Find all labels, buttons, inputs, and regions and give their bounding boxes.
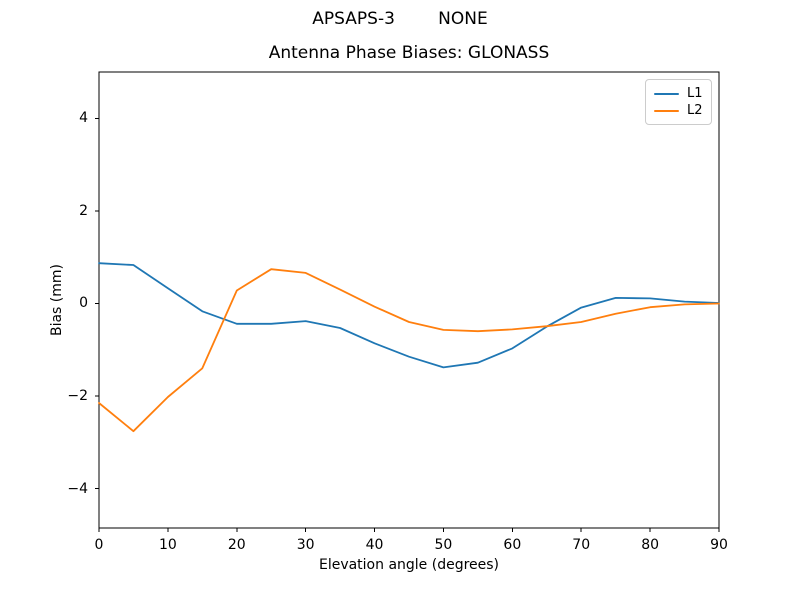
legend-label: L2 (687, 103, 703, 118)
x-tick-label: 20 (227, 537, 246, 553)
x-tick-label: 50 (434, 537, 453, 553)
y-tick-label: −2 (67, 388, 88, 405)
plot-border (98, 71, 720, 529)
x-tick-label: 0 (94, 537, 104, 553)
series-line-L2 (98, 268, 720, 433)
legend: L1 L2 (645, 79, 712, 125)
legend-entry-L2: L2 (654, 102, 703, 119)
x-tick-label: 90 (710, 537, 728, 553)
x-tick-label: 80 (641, 537, 660, 553)
y-tick-label: 0 (79, 295, 88, 312)
x-tick-label: 40 (365, 537, 384, 553)
legend-line-swatch (654, 92, 679, 95)
x-axis-label: Elevation angle (degrees) (318, 557, 500, 573)
x-tick-label: 70 (572, 537, 591, 553)
legend-line-swatch (654, 109, 679, 112)
x-tick-label: 10 (158, 537, 177, 553)
x-tick-label: 60 (503, 537, 522, 553)
y-tick-label: 4 (79, 110, 88, 127)
y-tick-label: 2 (79, 202, 88, 219)
legend-label: L1 (687, 86, 703, 101)
y-tick-label: −4 (67, 480, 88, 497)
chart-title: Antenna Phase Biases: GLONASS (268, 43, 550, 63)
x-tick-label: 30 (296, 537, 315, 553)
legend-entry-L1: L1 (654, 85, 703, 102)
series-line-L1 (98, 262, 720, 369)
figure-suptitle: APSAPS-3 NONE (312, 9, 488, 29)
